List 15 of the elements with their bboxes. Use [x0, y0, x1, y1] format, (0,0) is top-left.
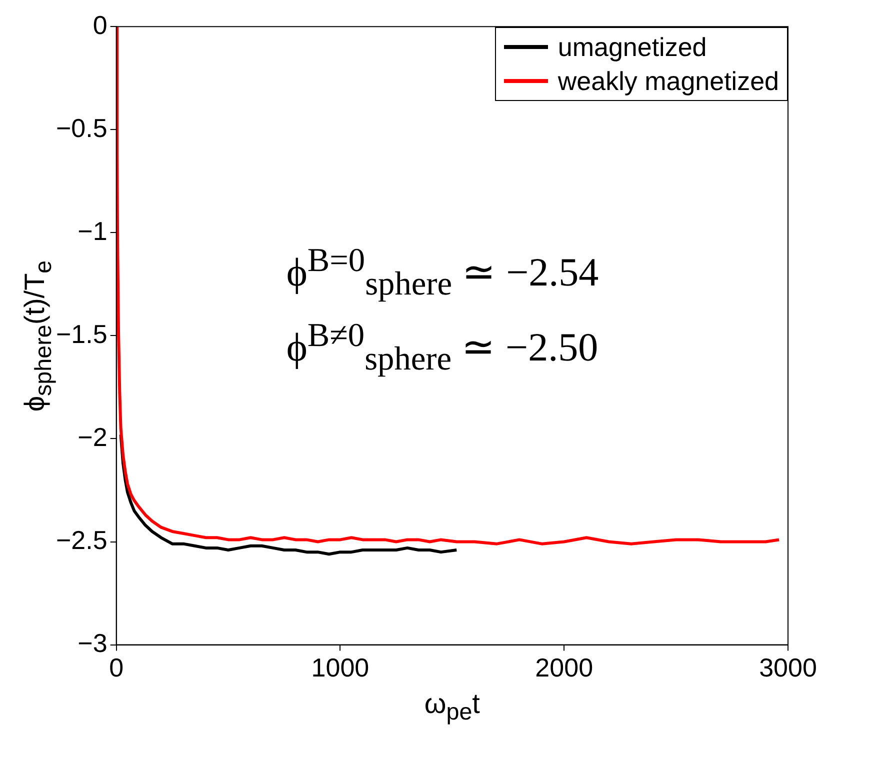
y-tick-label: −2: [78, 422, 108, 452]
y-tick-label: −0.5: [56, 112, 108, 143]
annotation: ϕ$^{B≠0}$$_{sphere}$ ≃ −2.50: [286, 316, 598, 378]
x-axis-title: ω$_{pe}$t: [424, 688, 480, 726]
y-tick-label: −1.5: [56, 318, 108, 349]
legend-label: weakly magnetized: [558, 64, 779, 98]
annotation: ϕ$^{B=0}$$_{sphere}$ ≃ −2.54: [286, 242, 599, 303]
y-tick-label: −2.5: [56, 524, 108, 555]
y-tick-label: −3: [78, 628, 108, 658]
x-tick-label: 2000: [535, 652, 594, 683]
y-tick-label: 0: [92, 10, 108, 40]
legend-label: umagnetized: [558, 30, 707, 64]
x-tick-label: 1000: [311, 652, 370, 683]
y-tick-label: −1: [78, 216, 108, 246]
x-tick-label: 3000: [759, 652, 817, 683]
